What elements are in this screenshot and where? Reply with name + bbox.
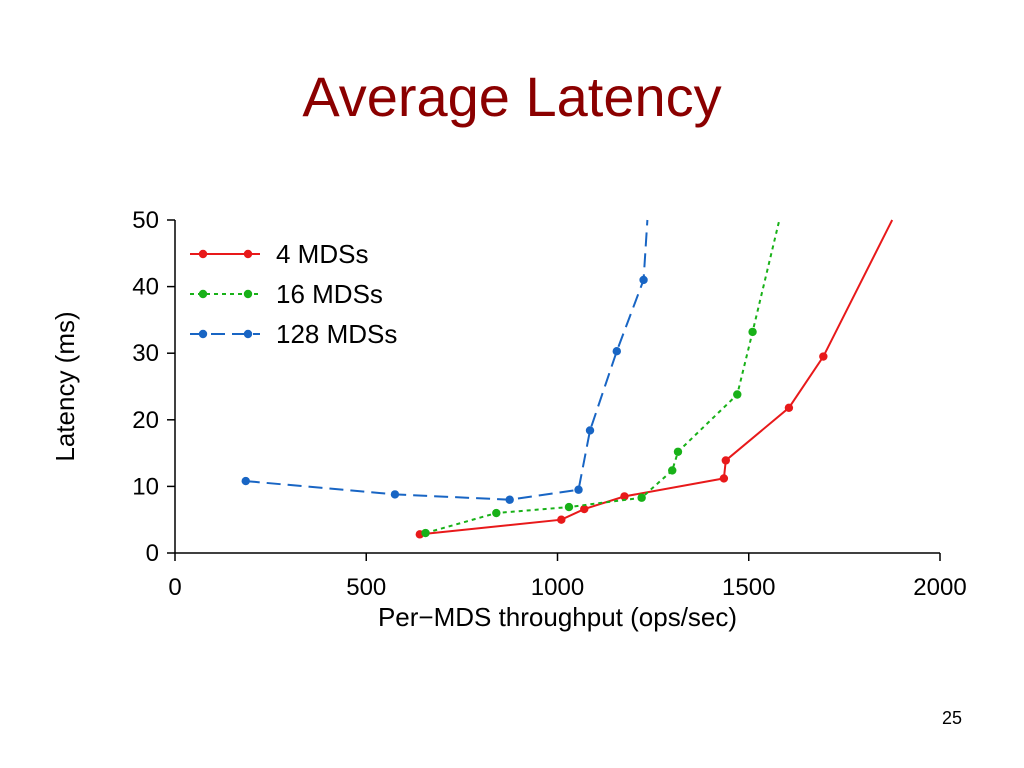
data-point [564,502,574,512]
y-tick-label: 10 [132,473,159,500]
x-tick-label: 1500 [722,574,775,601]
x-tick-label: 2000 [913,574,966,601]
data-point [557,515,566,524]
y-tick-label: 30 [132,340,159,367]
data-point [637,493,646,502]
data-point [784,403,794,413]
x-axis-label: Per−MDS throughput (ops/sec) [378,602,737,632]
data-point [819,352,828,361]
data-point [612,347,621,356]
slide-title: Average Latency [302,65,722,128]
series-line [419,219,894,536]
data-point [492,508,501,518]
legend-marker [243,249,253,259]
legend-label: 16 MDSs [276,279,383,309]
chart-axes: 0 500 1000 1500 2000 0 10 20 30 40 50 [132,207,966,601]
data-point [719,474,729,483]
chart-legend: 4 MDSs 16 MDSs 128 MDSs [190,239,397,349]
y-axis-label: Latency (ms) [50,311,80,461]
legend-label: 128 MDSs [276,319,397,349]
legend-marker [243,329,253,339]
x-tick-label: 0 [168,574,181,601]
y-tick-label: 50 [132,207,159,234]
series-line [425,219,781,534]
y-tick-label: 40 [132,274,159,301]
data-point [421,528,430,538]
x-tick-label: 1000 [531,574,584,601]
series-line [245,219,649,501]
y-tick-label: 20 [132,407,159,434]
data-point [505,495,514,504]
data-point [620,492,629,501]
series-1 [421,219,781,538]
data-point [721,456,730,465]
data-point [241,476,250,486]
data-point [639,275,648,285]
data-point [390,490,400,499]
data-point [748,327,757,337]
series-0 [415,219,894,539]
page-number: 25 [941,708,962,728]
data-point [580,504,589,514]
legend-marker [243,289,253,299]
chart-series [241,219,894,539]
legend-marker [198,249,208,259]
data-point [574,485,583,494]
data-point [585,426,595,435]
x-tick-label: 500 [346,574,386,601]
data-point [668,466,677,475]
data-point [733,390,742,399]
legend-marker [198,289,208,299]
y-tick-label: 0 [146,540,159,567]
series-2 [241,219,649,504]
legend-label: 4 MDSs [276,239,368,269]
legend-marker [198,329,208,339]
data-point [673,447,683,456]
